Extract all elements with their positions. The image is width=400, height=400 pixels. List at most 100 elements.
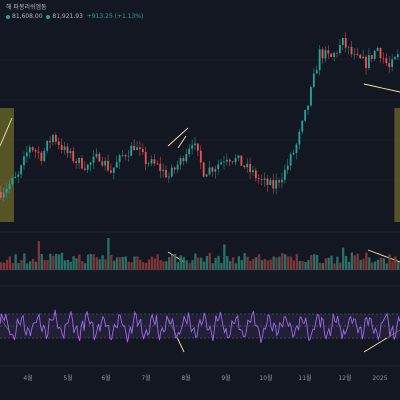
candle-body xyxy=(350,46,353,55)
candle-body xyxy=(394,57,396,60)
volume-bar xyxy=(356,253,359,270)
candle-body xyxy=(301,120,304,132)
x-tick-label: 2025 xyxy=(372,375,387,382)
volume-bar xyxy=(365,252,368,270)
candle-body xyxy=(202,162,205,177)
candle-body xyxy=(121,155,124,156)
candle-body xyxy=(225,159,228,162)
candle-body xyxy=(54,135,57,142)
volume-bar xyxy=(130,262,133,270)
volume-bar xyxy=(8,256,12,270)
candle-body xyxy=(141,148,144,153)
volume-bar xyxy=(321,263,325,270)
volume-bar xyxy=(75,258,78,270)
candle-body xyxy=(17,174,20,177)
candle-body xyxy=(20,165,22,175)
candle-body xyxy=(81,158,83,169)
volume-bar xyxy=(11,263,14,270)
volume-bar xyxy=(281,253,284,270)
volume-bar xyxy=(153,258,156,270)
candle-body xyxy=(330,53,333,57)
volume-bar xyxy=(301,261,304,270)
volume-bar xyxy=(292,260,296,270)
candle-body xyxy=(66,146,69,154)
candle-body xyxy=(217,164,220,170)
candle-body xyxy=(214,169,217,172)
trend-line xyxy=(167,127,189,147)
volume-bar xyxy=(84,263,87,270)
volume-bar xyxy=(313,254,316,270)
candle-body xyxy=(391,59,394,68)
volume-bar xyxy=(66,259,69,270)
candle-body xyxy=(101,161,104,166)
volume-bar xyxy=(104,259,107,270)
candle-body xyxy=(107,160,109,171)
volume-bar xyxy=(304,262,307,270)
candle-body xyxy=(182,158,185,162)
candle-body xyxy=(336,52,338,54)
candle-body xyxy=(220,162,222,165)
trend-line xyxy=(363,83,400,93)
volume-bar xyxy=(211,263,214,270)
volume-bar xyxy=(333,263,336,270)
candle-body xyxy=(49,140,51,143)
volume-bar xyxy=(324,258,327,270)
volume-bar xyxy=(342,247,345,270)
candle-body xyxy=(240,155,243,166)
volume-bar xyxy=(336,256,339,270)
candle-body xyxy=(260,179,263,180)
candle-body xyxy=(283,169,286,180)
x-tick-label: 4월 xyxy=(23,374,32,382)
candle-body xyxy=(40,152,43,161)
candle-body xyxy=(368,55,370,68)
volume-bar xyxy=(127,261,130,270)
volume-bar xyxy=(284,254,287,270)
volume-bar xyxy=(92,254,96,270)
volume-bar xyxy=(205,255,209,270)
candle-body xyxy=(257,178,260,180)
candle-body xyxy=(246,163,249,168)
volume-bar xyxy=(269,259,272,270)
volume-bar xyxy=(257,254,261,270)
candle-body xyxy=(118,155,121,163)
candle-body xyxy=(2,192,5,198)
volume-bar xyxy=(142,262,145,270)
candle-body xyxy=(57,141,60,145)
volume-bar xyxy=(226,255,229,270)
candle-body xyxy=(144,152,147,164)
x-tick-label: 11월 xyxy=(298,374,311,382)
volume-bar xyxy=(255,257,258,270)
candle-body xyxy=(60,144,63,150)
candle-body xyxy=(344,38,347,48)
candle-body xyxy=(339,44,341,54)
volume-bar xyxy=(228,261,232,270)
drawn-trend-lines xyxy=(0,83,400,353)
volume-bar xyxy=(217,255,220,270)
candle-body xyxy=(110,170,112,173)
volume-bar xyxy=(327,257,330,270)
x-tick-label: 10월 xyxy=(259,374,272,382)
candle-body xyxy=(197,143,199,151)
volume-bar xyxy=(379,257,383,270)
candle-body xyxy=(86,164,89,170)
volume-bar xyxy=(272,256,275,270)
candle-body xyxy=(46,140,49,151)
volume-bar xyxy=(176,262,180,270)
volume-bar xyxy=(165,261,168,270)
candle-body xyxy=(112,167,115,173)
volume-bar xyxy=(40,253,43,270)
candle-body xyxy=(139,147,141,149)
candle-body xyxy=(176,164,179,170)
candle-body xyxy=(321,49,324,59)
volume-bar xyxy=(57,254,61,270)
candle-body xyxy=(359,54,362,59)
candle-body xyxy=(295,144,298,153)
candle-body xyxy=(188,148,191,155)
volume-bar xyxy=(173,253,177,270)
volume-bar xyxy=(72,256,75,270)
volume-bar xyxy=(55,253,58,270)
candle-body xyxy=(104,160,107,166)
candle-body xyxy=(324,50,327,59)
volume-bar xyxy=(394,256,397,270)
